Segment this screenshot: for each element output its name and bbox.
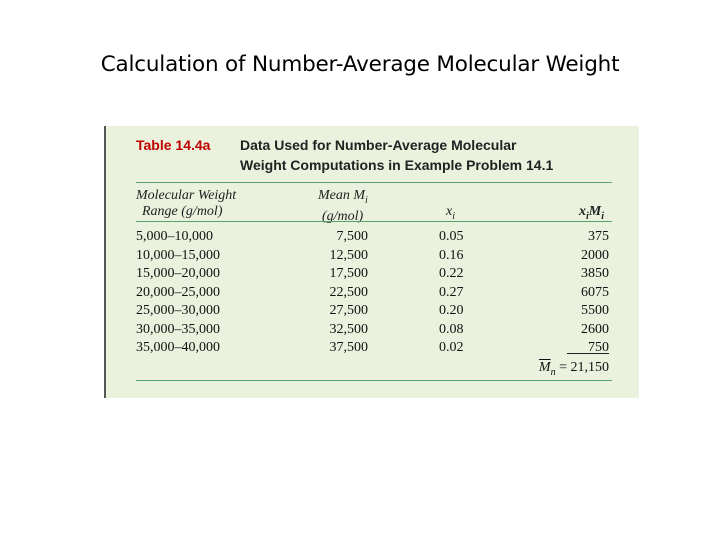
cell-xi: 0.16 xyxy=(439,247,464,263)
cell-mean: 17,500 xyxy=(329,266,369,281)
table-row: 30,000–35,000 32,500 0.08 2600 xyxy=(136,322,612,341)
header-xi: xi xyxy=(446,204,455,222)
mn-equals: = xyxy=(555,360,571,375)
cell-mean: 32,500 xyxy=(329,321,369,337)
table-caption: Table 14.4a Data Used for Number-Average… xyxy=(136,135,636,179)
cell-range: 15,000–20,000 xyxy=(136,266,220,281)
cell-ximi: 3850 xyxy=(581,266,609,281)
cell-range: 25,000–30,000 xyxy=(136,303,220,318)
header-top-rule xyxy=(136,182,612,183)
table-image: Table 14.4a Data Used for Number-Average… xyxy=(104,126,639,398)
header-range-line-2: Range (g/mol) xyxy=(142,204,223,219)
cell-mean: 12,500 xyxy=(329,247,369,263)
cell-xi: 0.08 xyxy=(439,321,464,337)
cell-ximi: 5500 xyxy=(581,303,609,318)
header-bottom-rule xyxy=(136,221,612,222)
cell-range: 5,000–10,000 xyxy=(136,229,213,244)
caption-line-1: Data Used for Number-Average Molecular xyxy=(240,137,517,153)
cell-ximi: 375 xyxy=(588,229,609,244)
table-row: 25,000–30,000 27,500 0.20 5500 xyxy=(136,303,612,322)
mn-value: 21,150 xyxy=(570,360,610,375)
cell-range: 30,000–35,000 xyxy=(136,321,220,337)
table-row: 20,000–25,000 22,500 0.27 6075 xyxy=(136,285,612,304)
cell-range: 35,000–40,000 xyxy=(136,340,220,355)
cell-mean: 7,500 xyxy=(336,229,369,244)
cell-ximi: 2000 xyxy=(581,247,609,263)
cell-range: 10,000–15,000 xyxy=(136,247,220,263)
table-row: 10,000–15,000 12,500 0.16 2000 xyxy=(136,248,612,267)
cell-xi: 0.20 xyxy=(439,303,464,318)
header-range: Molecular Weight Range (g/mol) xyxy=(136,188,236,220)
table-body: 5,000–10,000 7,500 0.05 375 10,000–15,00… xyxy=(136,229,612,359)
cell-mean: 22,500 xyxy=(329,284,369,300)
sum-rule xyxy=(567,353,609,354)
table-row: 15,000–20,000 17,500 0.22 3850 xyxy=(136,266,612,285)
table-caption-text: Data Used for Number-Average Molecular W… xyxy=(240,135,620,175)
mn-subscript: n xyxy=(550,366,556,378)
cell-mean: 37,500 xyxy=(329,340,369,355)
header-mean: Mean Mi (g/mol) xyxy=(318,188,368,225)
header-ximi: xiMi xyxy=(579,204,605,222)
table-bottom-rule xyxy=(136,380,612,381)
header-mean-line-1: Mean Mi xyxy=(318,188,368,206)
cell-xi: 0.05 xyxy=(439,229,464,244)
cell-ximi: 6075 xyxy=(581,284,609,300)
mn-symbol: M xyxy=(538,360,551,375)
table-row: 35,000–40,000 37,500 0.02 750 xyxy=(136,340,612,359)
cell-xi: 0.22 xyxy=(439,266,464,281)
cell-xi: 0.27 xyxy=(439,284,464,300)
table-row: 5,000–10,000 7,500 0.05 375 xyxy=(136,229,612,248)
number-average-result: Mn = 21,150 xyxy=(539,360,609,378)
header-range-line-1: Molecular Weight xyxy=(136,188,237,203)
cell-ximi: 2600 xyxy=(581,321,609,337)
slide-title: Calculation of Number-Average Molecular … xyxy=(100,52,620,77)
cell-range: 20,000–25,000 xyxy=(136,284,220,300)
cell-ximi: 750 xyxy=(588,340,609,355)
cell-xi: 0.02 xyxy=(439,340,464,355)
caption-line-2: Weight Computations in Example Problem 1… xyxy=(240,157,554,173)
header-mean-line-2: (g/mol) xyxy=(322,208,364,224)
table-label: Table 14.4a xyxy=(136,137,211,153)
cell-mean: 27,500 xyxy=(329,303,369,318)
